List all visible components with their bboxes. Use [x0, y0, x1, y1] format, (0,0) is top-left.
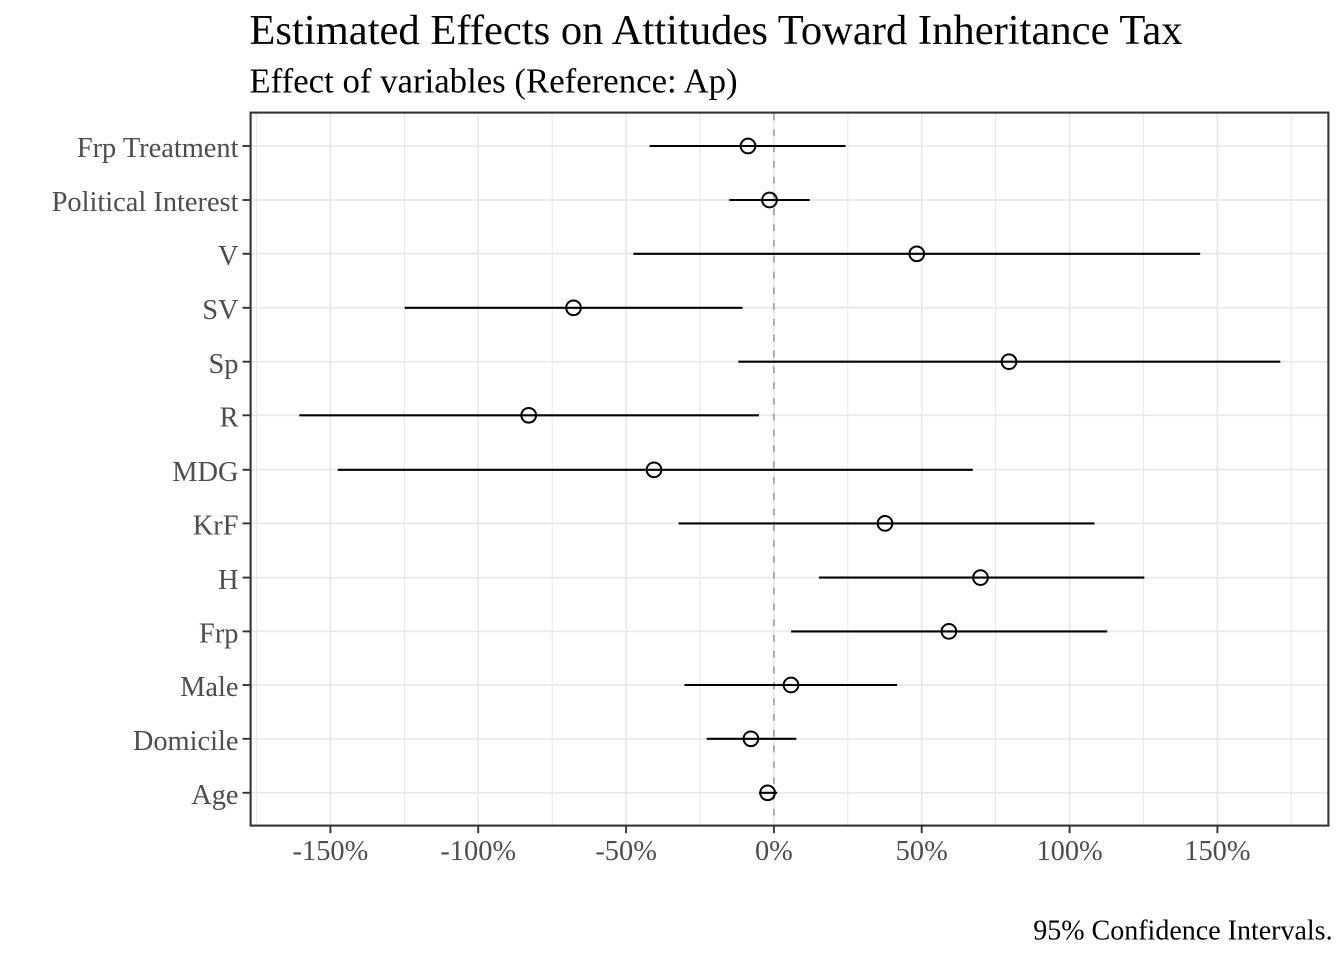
svg-text:Frp: Frp	[199, 619, 238, 650]
svg-text:KrF: KrF	[193, 511, 239, 542]
svg-text:MDG: MDG	[172, 457, 238, 488]
svg-text:-100%: -100%	[440, 836, 516, 867]
svg-text:Political Interest: Political Interest	[52, 187, 239, 218]
svg-text:-150%: -150%	[293, 836, 369, 867]
svg-text:0%: 0%	[755, 836, 793, 867]
svg-text:H: H	[218, 565, 239, 596]
svg-text:Male: Male	[180, 672, 238, 703]
svg-text:SV: SV	[202, 295, 239, 326]
svg-text:R: R	[220, 403, 239, 434]
svg-text:150%: 150%	[1184, 836, 1250, 867]
svg-text:Effect of variables (Reference: Effect of variables (Reference: Ap)	[249, 61, 737, 100]
svg-text:95% Confidence Intervals.: 95% Confidence Intervals.	[1033, 916, 1332, 947]
svg-text:V: V	[218, 241, 239, 272]
svg-text:Estimated Effects on Attitudes: Estimated Effects on Attitudes Toward In…	[249, 7, 1182, 54]
svg-text:100%: 100%	[1036, 836, 1102, 867]
svg-text:50%: 50%	[896, 836, 948, 867]
svg-text:-50%: -50%	[595, 836, 657, 867]
svg-text:Sp: Sp	[209, 349, 239, 380]
svg-text:Age: Age	[191, 780, 238, 811]
svg-text:Frp Treatment: Frp Treatment	[77, 133, 239, 164]
svg-text:Domicile: Domicile	[133, 726, 239, 757]
